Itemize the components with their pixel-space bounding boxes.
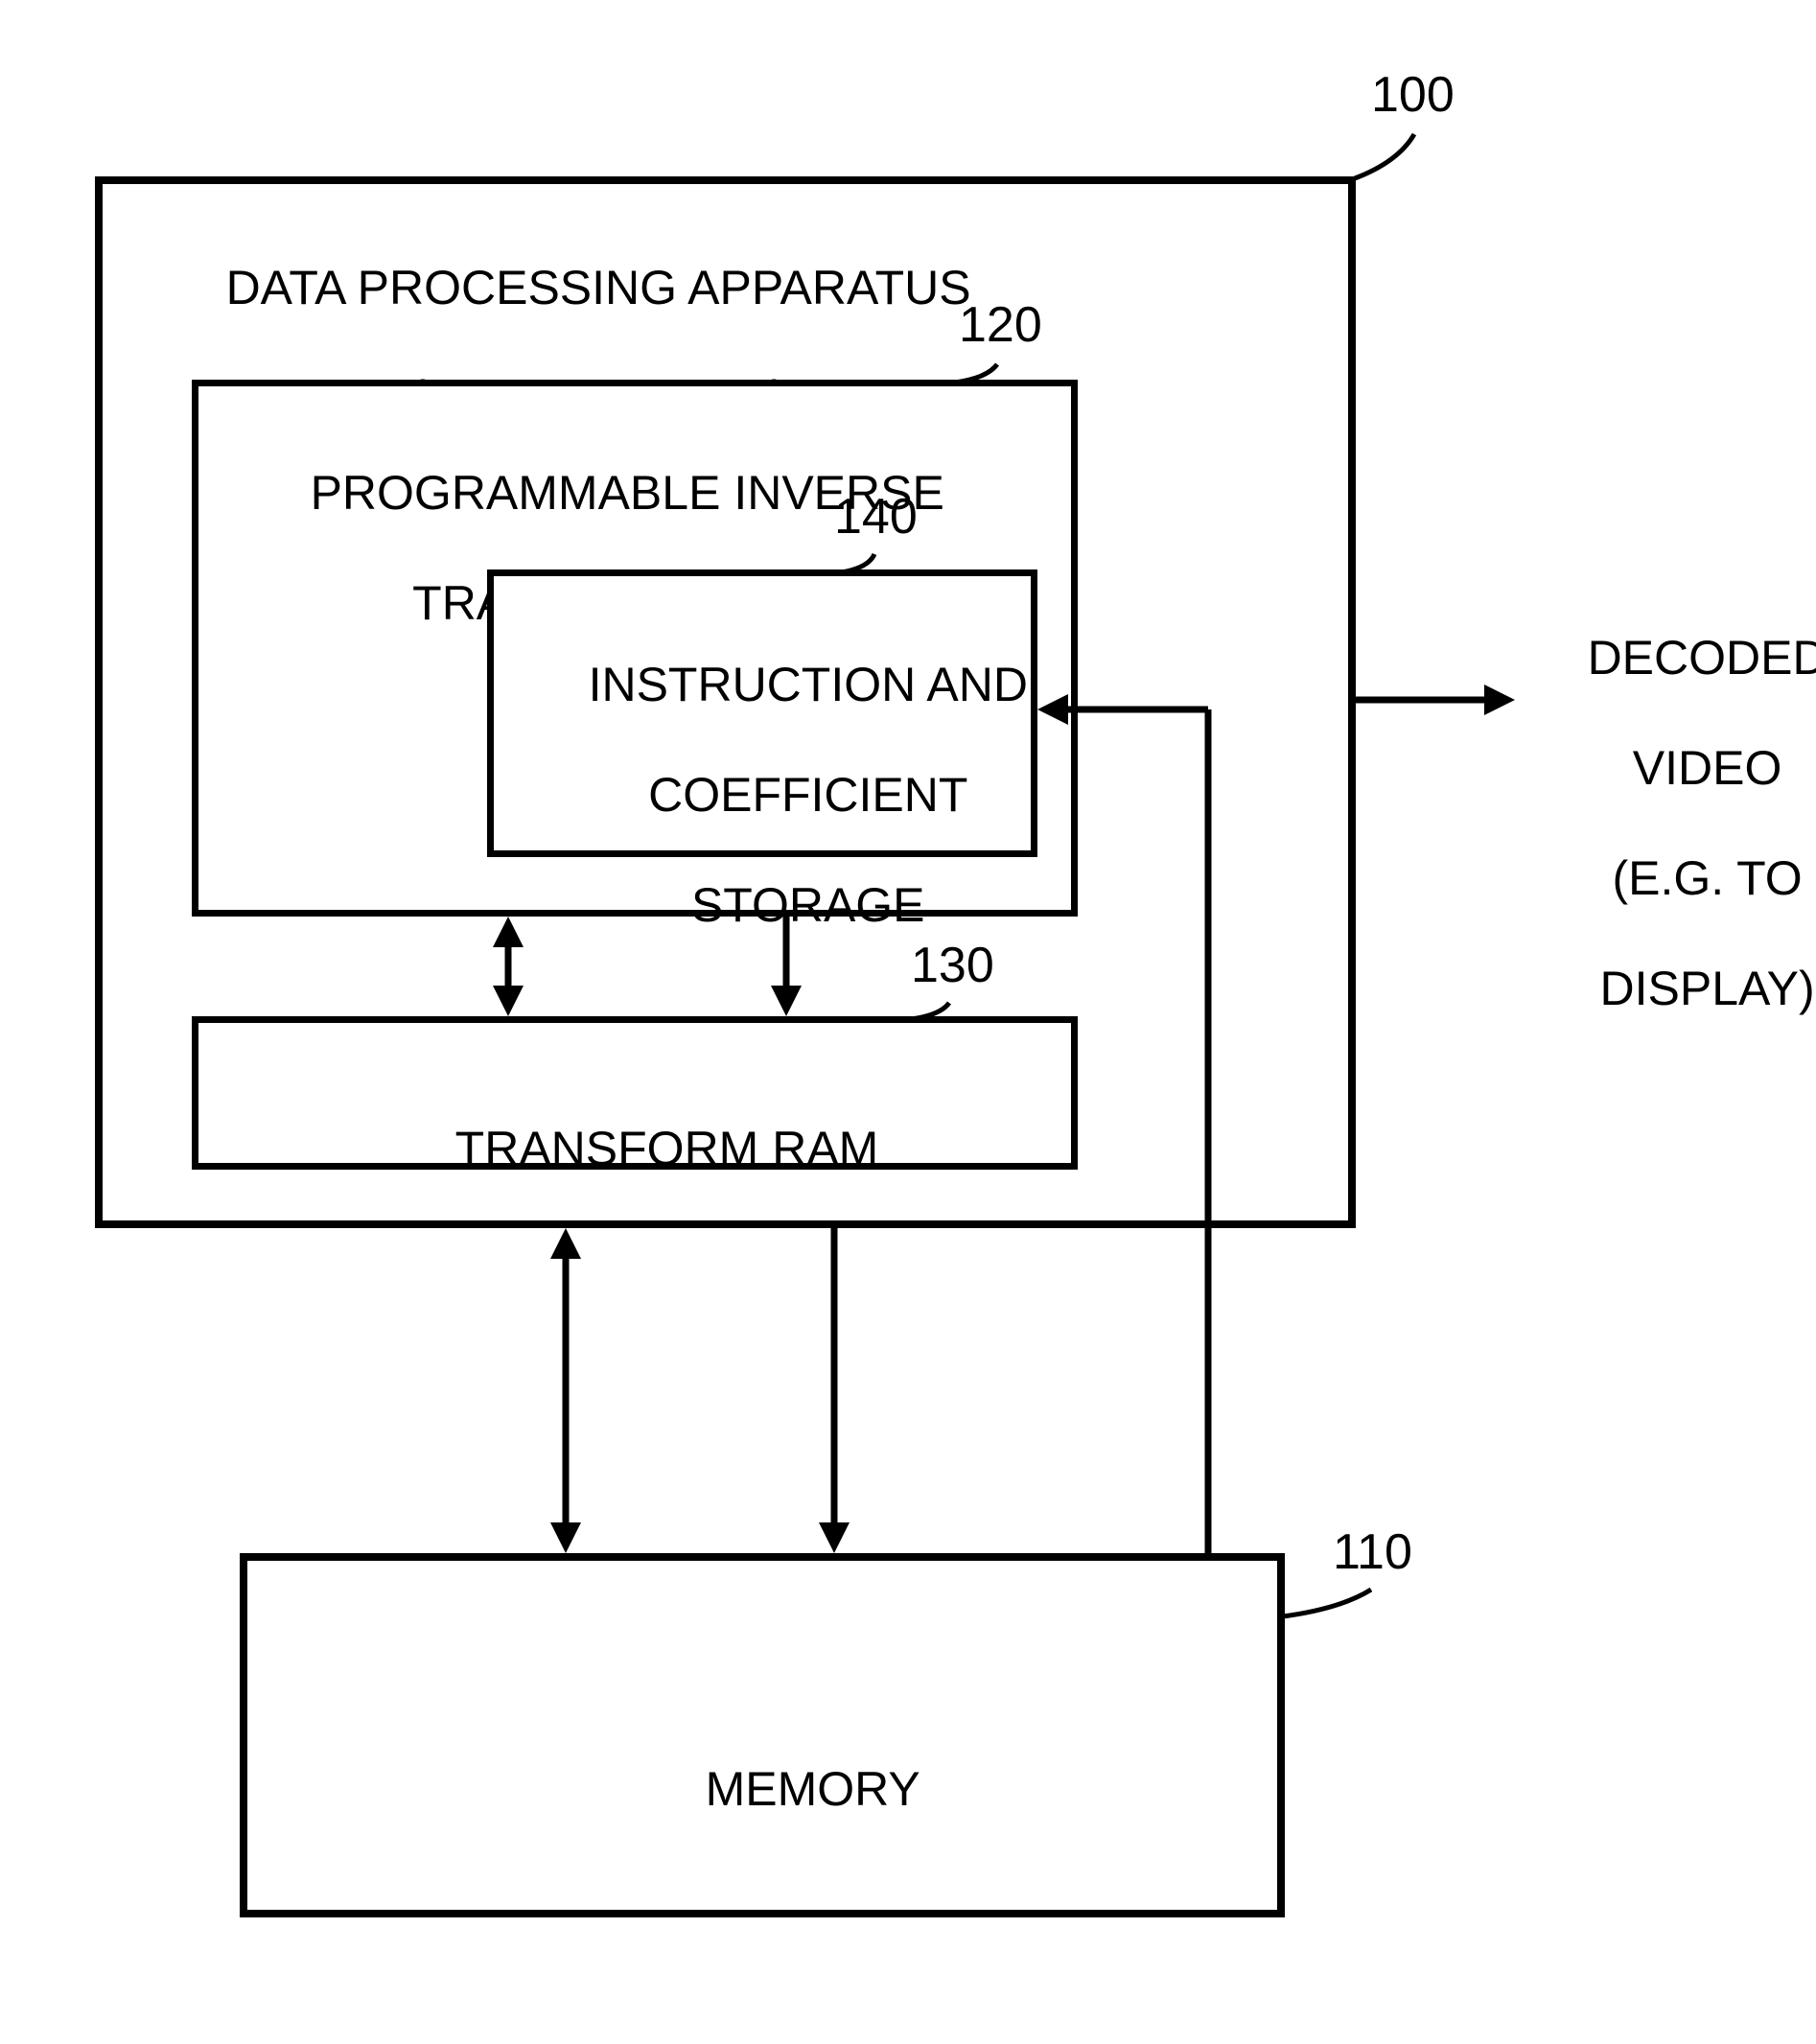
label-line: (E.G. TO <box>1612 851 1802 905</box>
label-memory: MEMORY <box>652 1707 920 1872</box>
label-line: TRANSFORM RAM <box>455 1122 879 1175</box>
label-line: COEFFICIENT <box>648 768 967 822</box>
label-decoded-video: DECODED VIDEO (E.G. TO DISPLAY) <box>1534 575 1816 1072</box>
label-line: DISPLAY) <box>1600 962 1815 1015</box>
label-line: STORAGE <box>691 878 925 932</box>
label-line: INSTRUCTION AND <box>589 658 1028 711</box>
ref-130: 130 <box>911 938 994 995</box>
label-storage: INSTRUCTION AND COEFFICIENT STORAGE <box>535 602 1028 988</box>
label-transform-ram: TRANSFORM RAM <box>403 1066 878 1232</box>
ref-120: 120 <box>959 297 1042 355</box>
label-line: VIDEO <box>1633 741 1782 795</box>
diagram-canvas: DATA PROCESSING APPARATUS (VIDEO ENGINE)… <box>0 0 1816 2044</box>
ref-110: 110 <box>1333 1524 1412 1582</box>
ref-100: 100 <box>1371 67 1455 125</box>
label-line: MEMORY <box>706 1762 920 1816</box>
label-line: DECODED <box>1588 631 1816 685</box>
ref-140: 140 <box>834 489 918 546</box>
label-line: DATA PROCESSING APPARATUS <box>226 261 971 314</box>
